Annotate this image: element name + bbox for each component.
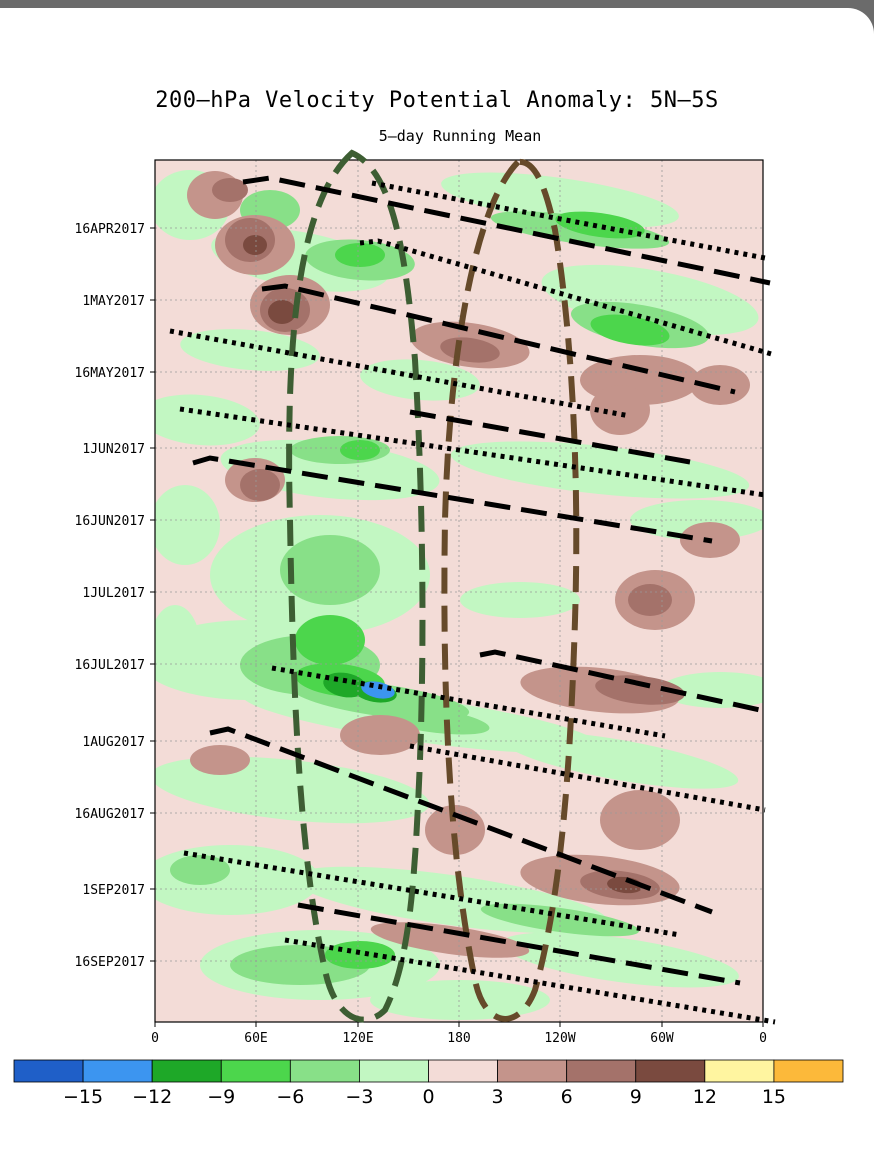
- anomaly-patch: [243, 235, 267, 255]
- eastward-propagation-dotted-line: [409, 743, 766, 813]
- anomaly-patch: [335, 243, 385, 267]
- anomaly-patch: [295, 615, 365, 665]
- colorbar-label: 0: [422, 1086, 434, 1108]
- anomaly-patch: [190, 745, 250, 775]
- colorbar-label: −3: [345, 1086, 373, 1108]
- y-tick-label: 1JUL2017: [82, 586, 145, 601]
- anomaly-patch: [240, 469, 280, 501]
- eastward-propagation-dashed-line: [261, 283, 736, 395]
- anomaly-patch: [690, 365, 750, 405]
- anomaly-patch: [595, 675, 685, 705]
- x-tick-label: 60E: [244, 1031, 267, 1046]
- x-axis: 0 60E 120E 180 120W 60W 0: [151, 1022, 767, 1046]
- eastward-propagation-dashed-line: [479, 649, 761, 713]
- y-tick-label: 1AUG2017: [82, 735, 145, 750]
- anomaly-patch: [425, 805, 485, 855]
- colorbar-label: −12: [132, 1086, 172, 1108]
- anomaly-patch: [370, 980, 550, 1020]
- colorbar-swatch: [359, 1059, 429, 1083]
- x-tick-label: 120W: [544, 1031, 575, 1046]
- y-tick-label: 16JUL2017: [75, 658, 145, 673]
- chart-subtitle: 5–day Running Mean: [378, 127, 542, 145]
- y-tick-label: 1MAY2017: [82, 294, 145, 309]
- anomaly-patch: [590, 385, 650, 435]
- anomaly-patch: [280, 535, 380, 605]
- colorbar-label: 3: [492, 1086, 504, 1108]
- anomaly-patch: [370, 922, 530, 958]
- anomaly-patch: [325, 941, 395, 969]
- y-tick-label: 16JUN2017: [75, 514, 145, 529]
- colorbar-swatch: [220, 1059, 291, 1083]
- y-axis: 16APR2017 1MAY2017 16MAY2017 1JUN2017 16JUN2…: [75, 222, 155, 970]
- anomaly-patch: [170, 855, 230, 885]
- colorbar-swatch: [151, 1059, 222, 1083]
- x-tick-label: 180: [447, 1031, 470, 1046]
- colorbar-label: −15: [63, 1086, 103, 1108]
- anomaly-patch: [155, 394, 260, 446]
- colorbar: −15 −12 −9 −6 −3 0 3 6 9 12 15: [13, 1059, 844, 1108]
- anomaly-patch: [155, 485, 220, 565]
- colorbar-label: −6: [276, 1086, 304, 1108]
- anomaly-patch: [212, 178, 248, 202]
- y-tick-label: 16MAY2017: [75, 366, 145, 381]
- y-tick-label: 16APR2017: [75, 222, 145, 237]
- y-tick-label: 1SEP2017: [82, 883, 145, 898]
- colorbar-label: 9: [630, 1086, 642, 1108]
- anomaly-patch: [501, 731, 739, 789]
- anomaly-patch: [340, 440, 380, 460]
- eastward-propagation-dashed-line: [297, 902, 741, 986]
- x-tick-label: 120E: [342, 1031, 373, 1046]
- x-tick-label: 60W: [650, 1031, 674, 1046]
- colorbar-label: 6: [561, 1086, 573, 1108]
- colorbar-swatch: [13, 1059, 84, 1083]
- y-tick-label: 1JUN2017: [82, 442, 145, 457]
- anomaly-patch: [268, 300, 296, 324]
- chart-title: 200–hPa Velocity Potential Anomaly: 5N–5…: [155, 88, 719, 113]
- colorbar-swatch: [289, 1059, 360, 1083]
- green-ellipse-annotation: [286, 149, 426, 1023]
- brown-ellipse-annotation: [441, 158, 580, 1022]
- eastward-propagation-dotted-line: [169, 328, 631, 419]
- anomaly-patch: [600, 790, 680, 850]
- colorbar-swatch: [635, 1059, 706, 1083]
- colorbar-swatch: [428, 1059, 498, 1083]
- anomaly-patch: [660, 672, 763, 708]
- colorbar-swatch: [704, 1059, 775, 1083]
- y-tick-label: 16AUG2017: [75, 807, 145, 822]
- colorbar-swatch: [566, 1059, 637, 1083]
- x-tick-label: 0: [759, 1031, 767, 1046]
- eastward-propagation-dashed-line: [209, 726, 713, 915]
- anomaly-patch: [360, 359, 480, 401]
- anomaly-patch: [590, 314, 670, 346]
- colorbar-label: 15: [762, 1086, 786, 1108]
- x-tick-label: 0: [151, 1031, 159, 1046]
- anomaly-patch: [340, 715, 420, 755]
- annotations: [169, 149, 776, 1025]
- anomaly-patch: [155, 605, 200, 685]
- colorbar-label: 12: [693, 1086, 717, 1108]
- anomaly-patch: [460, 582, 580, 618]
- colorbar-label: −9: [207, 1086, 235, 1108]
- eastward-propagation-dotted-line: [183, 850, 681, 938]
- eastward-propagation-dotted-line: [359, 238, 776, 358]
- y-tick-label: 16SEP2017: [75, 955, 145, 970]
- colorbar-swatch: [82, 1059, 153, 1083]
- colorbar-swatch: [497, 1059, 568, 1083]
- eastward-propagation-dotted-line: [271, 665, 666, 739]
- eastward-propagation-dotted-line: [371, 180, 766, 261]
- anomaly-patch: [370, 705, 490, 735]
- eastward-propagation-dashed-line: [192, 455, 713, 544]
- eastward-propagation-dotted-line: [284, 937, 776, 1025]
- eastward-propagation-dashed-line: [409, 409, 691, 465]
- anomaly-patch: [628, 584, 672, 616]
- eastward-propagation-dashed-line: [242, 175, 771, 286]
- colorbar-swatch: [773, 1059, 844, 1083]
